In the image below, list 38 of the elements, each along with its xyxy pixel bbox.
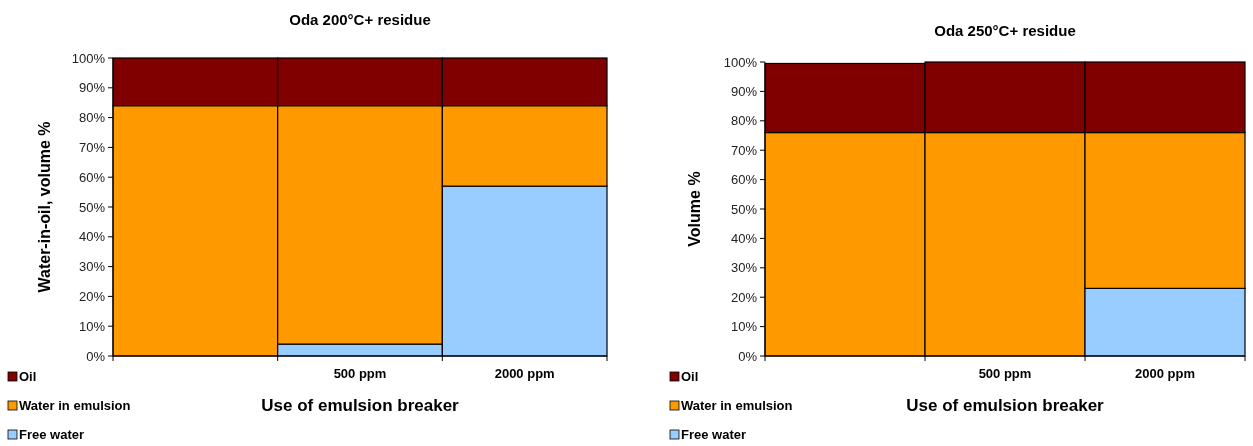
- y-axis-title: Volume %: [686, 171, 703, 247]
- y-tick-label: 30%: [730, 260, 758, 276]
- x-tick-label: 2000 ppm: [1135, 366, 1195, 381]
- legend-label: Water in emulsion: [19, 398, 131, 413]
- legend-label: Free water: [681, 427, 747, 442]
- y-tick-label: 20%: [730, 289, 758, 305]
- y-tick-label: 0%: [86, 348, 106, 364]
- y-tick-label: 100%: [71, 50, 106, 66]
- y-tick-label: 100%: [723, 54, 758, 70]
- x-tick-label: 500 ppm: [333, 366, 387, 381]
- chart-title: Oda 200°C+ residue: [289, 11, 431, 28]
- y-tick-label: 50%: [78, 199, 106, 215]
- y-tick-label: 10%: [78, 318, 106, 334]
- y-tick-label: 80%: [730, 113, 758, 129]
- chart-title: Oda 250°C+ residue: [934, 22, 1076, 39]
- y-tick-label: 60%: [78, 169, 106, 185]
- y-tick-label: 30%: [78, 259, 106, 275]
- y-axis-title: Water-in-oil, volume %: [36, 121, 53, 293]
- legend-label: Free water: [19, 427, 85, 442]
- legend-label: Oil: [681, 369, 699, 384]
- legend-label: Oil: [19, 369, 37, 384]
- y-tick-label: 70%: [730, 142, 758, 158]
- y-tick-label: 90%: [730, 83, 758, 99]
- x-tick-label: 2000 ppm: [494, 366, 555, 381]
- x-tick-label: 500 ppm: [978, 366, 1032, 381]
- y-tick-label: 70%: [78, 139, 106, 155]
- y-tick-label: 40%: [78, 229, 106, 245]
- x-axis-title: Use of emulsion breaker: [906, 396, 1105, 415]
- y-tick-label: 10%: [730, 319, 758, 335]
- x-axis-title: Use of emulsion breaker: [261, 396, 460, 415]
- y-tick-label: 0%: [738, 348, 758, 364]
- y-tick-label: 80%: [78, 110, 106, 126]
- y-tick-label: 20%: [78, 288, 106, 304]
- y-tick-label: 40%: [730, 230, 758, 246]
- y-tick-label: 90%: [78, 80, 106, 96]
- y-tick-label: 60%: [730, 172, 758, 188]
- y-tick-label: 50%: [730, 201, 758, 217]
- legend-label: Water in emulsion: [681, 398, 793, 413]
